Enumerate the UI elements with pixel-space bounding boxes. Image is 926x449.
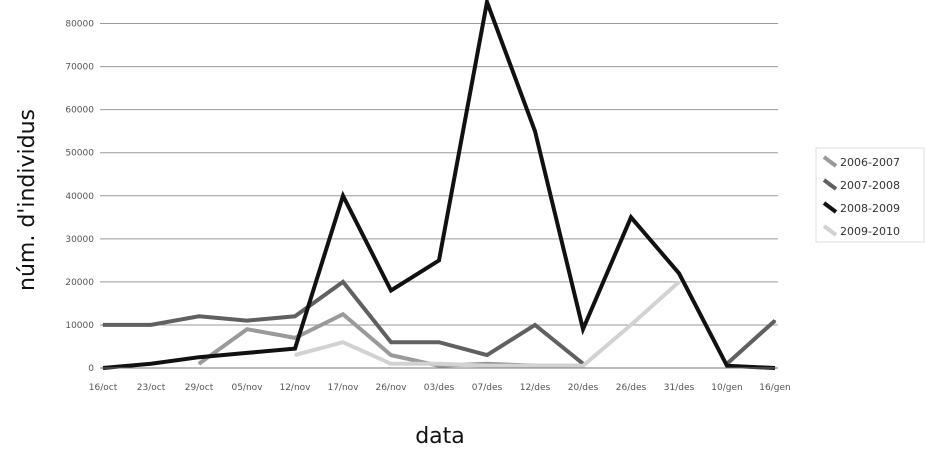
data-point-2006-2007 [246, 328, 248, 331]
data-point-2007-2008 [294, 315, 296, 318]
data-point-2009-2010 [534, 365, 536, 367]
series-line-2008-2009 [102, 0, 776, 370]
y-tick-label: 70000 [65, 63, 94, 73]
data-point-2008-2009 [342, 194, 344, 197]
legend-label: 2006-2007 [840, 156, 900, 169]
legend-label: 2007-2008 [840, 179, 900, 192]
data-point-2008-2009 [534, 130, 536, 132]
data-point-2006-2007 [294, 337, 296, 339]
legend-swatch [822, 178, 838, 191]
x-tick-label: 07/des [472, 383, 503, 393]
y-axis-ticks: 0 10000 20000 30000 40000 50000 60000 70000 8000… [65, 20, 94, 374]
legend-label: 2009-2010 [840, 225, 900, 238]
legend: 2006-2007 2007-2008 2008-2009 2009-2010 [815, 147, 925, 243]
x-tick-label: 16/gen [759, 383, 790, 393]
y-tick-label: 20000 [65, 278, 94, 288]
x-tick-label: 03/des [424, 383, 455, 393]
legend-swatch [822, 224, 838, 237]
data-point-2007-2008 [150, 324, 152, 326]
y-axis-title: núm. d'individus [15, 109, 40, 291]
x-tick-label: 23/oct [137, 383, 166, 393]
y-tick-label: 0 [88, 364, 94, 374]
data-point-2009-2010 [438, 362, 440, 365]
x-axis-title: data [415, 424, 465, 449]
data-point-2007-2008 [774, 319, 776, 322]
data-point-2009-2010 [486, 365, 488, 367]
data-point-2007-2008 [390, 341, 392, 343]
series-line-2007-2008 [725, 319, 777, 366]
data-point-2009-2010 [582, 365, 584, 367]
x-tick-label: 16/oct [89, 383, 118, 393]
series-line-2007-2008 [103, 279, 585, 366]
y-tick-label: 10000 [65, 321, 94, 331]
x-tick-label: 05/nov [231, 383, 263, 393]
data-point-2009-2010 [390, 362, 392, 365]
x-tick-label: 10/gen [711, 383, 742, 393]
data-point-2007-2008 [534, 324, 536, 326]
data-point-2009-2010 [342, 341, 344, 343]
data-point-2008-2009 [630, 216, 632, 219]
data-point-2006-2007 [342, 313, 344, 315]
data-point-2008-2009 [678, 272, 680, 275]
data-point-2009-2010 [294, 354, 296, 356]
y-tick-label: 40000 [65, 192, 94, 202]
x-tick-label: 17/nov [327, 383, 359, 393]
legend-label: 2008-2009 [840, 202, 900, 215]
data-point-2007-2008 [246, 319, 248, 322]
x-tick-label: 12/nov [279, 383, 311, 393]
data-point-2007-2008 [102, 324, 104, 326]
data-point-2008-2009 [150, 362, 152, 365]
x-tick-label: 31/des [664, 383, 695, 393]
data-point-2008-2009 [198, 356, 200, 359]
y-tick-label: 80000 [65, 20, 94, 30]
x-tick-label: 26/nov [375, 383, 407, 393]
series-lines [102, 0, 777, 370]
data-point-2008-2009 [582, 328, 584, 331]
data-point-2008-2009 [246, 352, 248, 354]
data-point-2007-2008 [342, 281, 344, 283]
x-tick-label: 26/des [616, 383, 647, 393]
data-point-2007-2008 [486, 354, 488, 356]
data-point-2006-2007 [390, 354, 392, 356]
y-tick-label: 60000 [65, 106, 94, 116]
data-point-2009-2010 [678, 281, 680, 283]
data-point-2008-2009 [390, 289, 392, 292]
legend-swatch [822, 201, 838, 214]
x-tick-label: 20/des [568, 383, 599, 393]
legend-swatch [822, 155, 838, 168]
y-tick-label: 50000 [65, 149, 94, 159]
data-point-2006-2007 [198, 362, 200, 365]
data-point-2007-2008 [438, 341, 440, 343]
data-point-2008-2009 [486, 1, 488, 3]
y-tick-label: 30000 [65, 235, 94, 245]
data-point-2008-2009 [726, 365, 728, 367]
data-point-2009-2010 [630, 324, 632, 326]
grid-lines [100, 23, 778, 326]
x-axis-ticks: 16/oct 23/oct 29/oct 05/nov 12/nov 17/nov 26/n… [89, 383, 791, 393]
x-tick-label: 29/oct [185, 383, 214, 393]
x-tick-label: 12/des [520, 383, 551, 393]
data-point-2008-2009 [438, 259, 440, 262]
data-point-2008-2009 [294, 347, 296, 350]
data-point-2007-2008 [198, 315, 200, 318]
